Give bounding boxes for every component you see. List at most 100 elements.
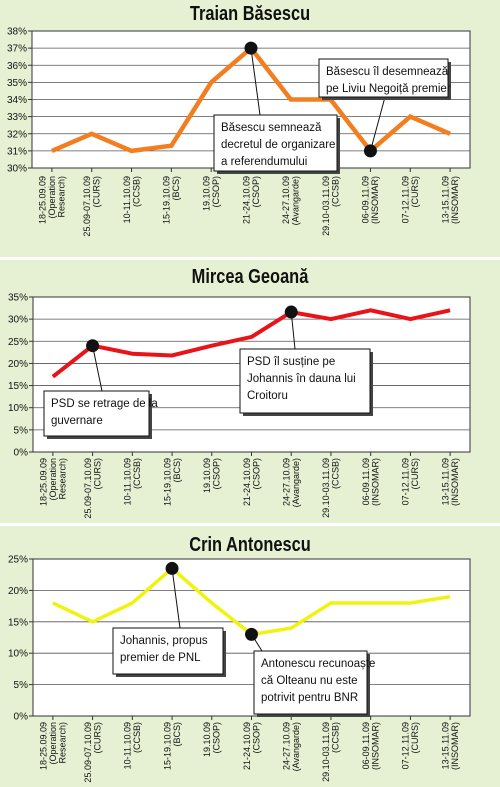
callout-box (213, 114, 338, 172)
panel-divider (0, 523, 500, 526)
x-tick-label: (INSOMAR) (450, 722, 460, 770)
x-tick-label: 19.10.09 (201, 176, 211, 211)
x-tick-label: Research) (57, 722, 67, 764)
x-tick-label-group: 18-25.09.09 (Operation Research) (37, 176, 66, 224)
y-tick-label: 20% (8, 359, 28, 370)
x-tick-label: (CCSB) (131, 176, 141, 207)
x-tick-label: 24-27.10.09 (281, 176, 291, 224)
x-tick-label: 06-09.11.09 (361, 458, 371, 505)
y-tick-label: 35% (7, 78, 27, 89)
x-tick-label-group: 25.09-07.10.09 (CURS) (83, 458, 103, 519)
x-tick-label: (BCS) (172, 458, 182, 483)
annotation-text: Băsescu semnează (221, 122, 322, 134)
annotation-text: a referendumului (221, 156, 307, 168)
x-tick-label: (CURS) (92, 722, 102, 754)
y-tick-label: 35% (8, 293, 28, 304)
x-tick-label: 21-24.10.09 (241, 176, 251, 224)
x-tick-label: 10-11.10.09 (122, 176, 132, 223)
x-tick-label: (CSOP) (251, 176, 261, 208)
annotation-text: potrivit pentru BNR (261, 692, 358, 704)
chart-svg: 0% 5% 10% 15% 20% 25% 30% 35% 18-25.09.09 (Operat… (8, 293, 471, 519)
y-tick-label: 34% (7, 95, 27, 106)
y-tick-label: 36% (7, 61, 27, 72)
x-tick-label: (Avangarde) (291, 458, 301, 507)
y-tick-label: 10% (8, 403, 28, 414)
y-tick-label: 5% (14, 680, 29, 691)
y-tick-label: 0% (14, 448, 29, 459)
x-tick-label: (CSOP) (251, 458, 261, 490)
x-tick-label: (CCSB) (331, 458, 341, 489)
callout-leader (369, 96, 386, 152)
x-tick-label: (CURS) (91, 176, 101, 208)
x-tick-label: Research) (56, 176, 66, 218)
annotation-text: Croitoru (247, 390, 288, 402)
x-tick-label: 07-12.11.09 (401, 722, 411, 769)
y-tick-label: 30% (7, 164, 27, 175)
annotation-marker (244, 41, 258, 55)
y-tick-label: 31% (7, 146, 27, 157)
annotation-marker (245, 627, 258, 641)
annotation-text: premier de PNL (120, 652, 201, 664)
x-tick-label: 25.09-07.10.09 (83, 722, 93, 783)
x-tick-label: 24-27.10.09 (281, 722, 291, 770)
x-tick-label-group: 25.09-07.10.09 (CURS) (82, 176, 102, 237)
x-tick-label: 19.10.09 (202, 722, 212, 757)
x-tick-label-group: 24-27.10.09 (Avangarde) (281, 458, 301, 507)
x-tick-label: (BCS) (171, 176, 181, 201)
y-tick-label: 10% (8, 649, 28, 660)
x-tick-label: (CCSB) (132, 722, 142, 753)
x-tick-label: 18-25.09.09 (37, 176, 47, 224)
x-tick-label: Research) (57, 458, 67, 500)
x-tick-label-group: 29.10-03.11.09 (CCSB) (321, 722, 341, 782)
x-tick-label-group: 24-27.10.09 (Avangarde) (281, 176, 301, 225)
annotation-text: pe Liviu Negoiță premier (326, 83, 451, 95)
x-tick-label-group: 18-25.09.09 (Operation Research) (38, 722, 67, 770)
x-tick-label: (INSOMAR) (450, 458, 460, 506)
panel-divider (0, 257, 500, 260)
y-tick-label: 33% (7, 112, 27, 123)
x-tick-label: (Operation (48, 722, 58, 765)
x-tick-label-group: 07-12.11.09 (CURS) (401, 722, 421, 769)
x-tick-label-group: 10-11.10.09 (CCSB) (122, 176, 142, 223)
y-tick-label: 15% (8, 617, 28, 628)
x-tick-label-group: 25.09-07.10.09 (CURS) (83, 722, 103, 783)
x-tick-label: 10-11.10.09 (123, 722, 133, 769)
x-tick-label-group: 15-19.10.09 (BCS) (162, 458, 182, 506)
chart-title: Mircea Geoană (191, 266, 309, 288)
x-tick-label: (CSOP) (212, 722, 222, 754)
x-tick-label: (INSOMAR) (370, 722, 380, 770)
annotation-text: Băsescu îl desemnează (326, 66, 449, 78)
x-tick-label: 19.10.09 (202, 458, 212, 493)
annotation-text: decretul de organizare (221, 139, 335, 151)
x-tick-label: 10-11.10.09 (123, 458, 133, 505)
x-tick-label-group: 10-11.10.09 (CCSB) (123, 458, 143, 505)
x-tick-label: 24-27.10.09 (281, 458, 291, 506)
x-tick-label: (CURS) (410, 722, 420, 754)
x-tick-label: (BCS) (172, 722, 182, 747)
x-tick-label-group: 29.10-03.11.09 (CCSB) (321, 458, 341, 518)
callout-leader (171, 568, 181, 629)
x-tick-label: 25.09-07.10.09 (83, 458, 93, 519)
x-tick-label: 06-09.11.09 (361, 722, 371, 769)
x-tick-label: 13-15.11.09 (440, 458, 450, 505)
x-tick-label-group: 13-15.11.09 (INSOMAR) (440, 458, 460, 506)
chart-panel-geoana: Mircea Geoană 0% 5% 10% 15% 20% 25% 30% 35% 18-2… (0, 260, 500, 522)
callout-box (43, 390, 150, 437)
x-tick-label: (CURS) (410, 458, 420, 490)
annotation-text: Johannis, propus (120, 635, 208, 647)
y-tick-label: 25% (8, 337, 28, 348)
x-tick-label: (CSOP) (251, 722, 261, 754)
x-tick-label: 29.10-03.11.09 (321, 176, 331, 236)
y-tick-label: 38% (7, 27, 27, 38)
x-tick-label: (Avangarde) (291, 176, 301, 225)
x-tick-label: 15-19.10.09 (162, 722, 172, 770)
x-tick-label: (CSOP) (212, 458, 222, 490)
chart-svg: 30% 31% 32% 33% 34% 35% 36% 37% 38% 18-25.09.09 (O… (7, 27, 471, 237)
callout-box (112, 627, 224, 675)
annotation-marker (284, 305, 298, 319)
x-tick-label-group: 06-09.11.09 (INSOMAR) (361, 722, 381, 770)
x-tick-label: (Avangarde) (291, 722, 301, 771)
x-tick-label: 21-24.10.09 (242, 722, 252, 770)
annotation-marker (86, 339, 100, 353)
x-tick-label: (CCSB) (132, 458, 142, 489)
